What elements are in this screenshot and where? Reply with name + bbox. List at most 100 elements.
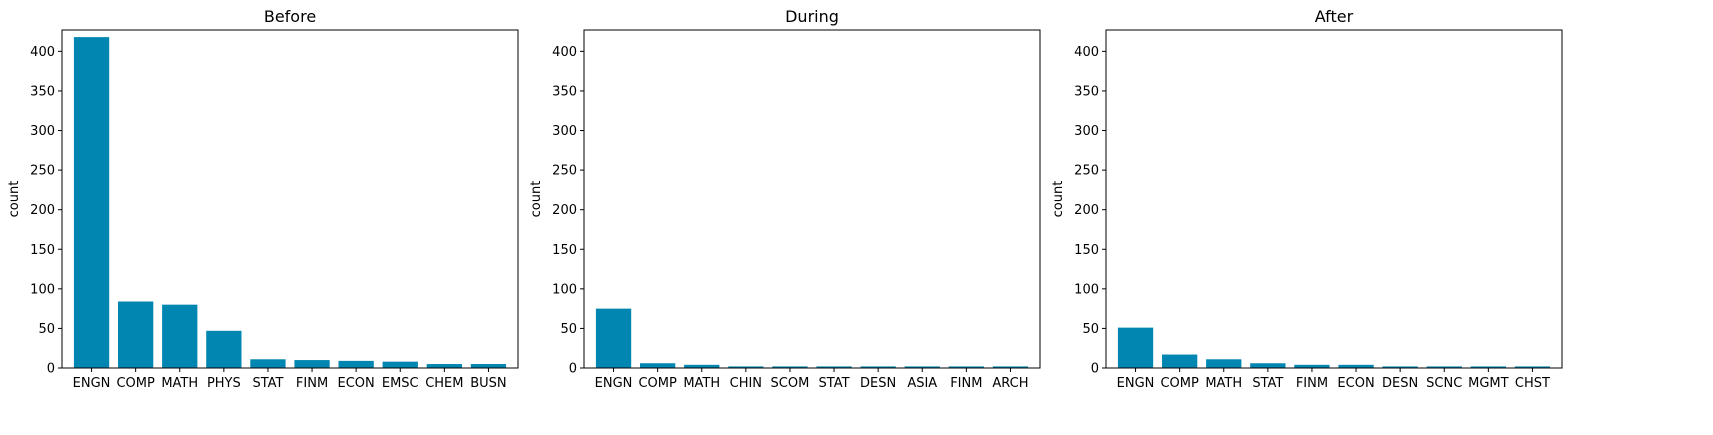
x-tick-label: STAT (252, 376, 283, 391)
bar-stat (250, 359, 286, 368)
y-tick-label: 350 (1074, 84, 1099, 99)
bar-chst (1514, 366, 1551, 368)
y-tick-label: 0 (1091, 362, 1099, 377)
bar-mgmt (1470, 366, 1506, 368)
bar-phys (206, 330, 242, 368)
x-tick-label: ENGN (73, 376, 111, 391)
bar-math (162, 304, 198, 368)
chart-panel-during: During count ENGN COMP MATH CHIN SCOM STAT DESN A… (529, 7, 1041, 391)
x-tick-label: MATH (1205, 376, 1242, 391)
y-tick-label: 50 (1082, 322, 1099, 337)
y-tick-label: 200 (552, 203, 577, 218)
plot-frame (1105, 29, 1563, 369)
x-tick-label: CHIN (730, 376, 762, 391)
chart-title: During (785, 7, 839, 26)
chart-title: Before (264, 7, 316, 26)
y-tick-label: 300 (1074, 124, 1099, 139)
y-tick-label: 350 (30, 84, 55, 99)
y-tick-label: 300 (552, 124, 577, 139)
bar-comp (118, 301, 154, 368)
y-tick-label: 250 (30, 164, 55, 179)
x-tick-label: CHEM (425, 376, 463, 391)
plot-frame (61, 29, 519, 369)
y-axis-label: count (1051, 181, 1066, 218)
bar-scom (772, 366, 808, 368)
x-tick-label: COMP (1160, 376, 1199, 391)
bar-chem (426, 364, 462, 368)
bar-finm (1294, 364, 1330, 368)
x-tick-label: MGMT (1468, 376, 1509, 391)
y-tick-label: 250 (1074, 164, 1099, 179)
y-tick-label: 300 (30, 124, 55, 139)
x-tick-label: ECON (1337, 376, 1374, 391)
y-tick-label: 350 (552, 84, 577, 99)
y-tick-label: 150 (30, 243, 55, 258)
bar-emsc (382, 361, 418, 368)
y-tick-label: 100 (30, 282, 55, 297)
x-tick-label: ENGN (595, 376, 633, 391)
bar-comp (1162, 354, 1198, 368)
y-tick-label: 200 (30, 203, 55, 218)
bar-engn (1117, 327, 1154, 368)
bar-econ (1338, 364, 1374, 368)
y-tick-label: 0 (47, 362, 55, 377)
y-tick-label: 150 (1074, 243, 1099, 258)
bar-finm (294, 360, 330, 368)
y-tick-label: 50 (560, 322, 577, 337)
x-tick-label: ARCH (992, 376, 1028, 391)
y-tick-label: 150 (552, 243, 577, 258)
x-tick-label: FINM (1296, 376, 1328, 391)
x-tick-label: ASIA (907, 376, 937, 391)
x-tick-label: STAT (819, 376, 850, 391)
x-tick-label: EMSC (382, 376, 419, 391)
bar-chin (728, 366, 764, 368)
bar-desn (860, 366, 896, 368)
y-axis-label: count (529, 181, 544, 218)
bar-asia (904, 366, 940, 368)
y-tick-label: 400 (552, 45, 577, 60)
x-tick-label: ECON (338, 376, 375, 391)
chart-panels: Before count ENGN COMP MATH PHYS STAT FINM ECON E… (7, 7, 1563, 391)
y-tick-label: 0 (569, 362, 577, 377)
x-tick-label: COMP (638, 376, 677, 391)
bar-stat (1250, 363, 1286, 368)
x-tick-label: STAT (1252, 376, 1283, 391)
y-tick-label: 400 (30, 45, 55, 60)
bar-comp (640, 363, 676, 368)
bar-desn (1382, 366, 1418, 368)
chart-panel-after: After count ENGN COMP MATH STAT FINM ECON DESN SC… (1051, 7, 1563, 391)
x-tick-label: ENGN (1117, 376, 1155, 391)
x-tick-label: COMP (116, 376, 155, 391)
y-tick-label: 250 (552, 164, 577, 179)
bar-math (1206, 359, 1242, 368)
x-tick-label: FINM (296, 376, 328, 391)
bar-econ (338, 360, 374, 368)
x-tick-label: DESN (1382, 376, 1418, 391)
bar-engn (595, 308, 632, 368)
y-tick-label: 400 (1074, 45, 1099, 60)
x-tick-label: CHST (1515, 376, 1550, 391)
y-tick-label: 100 (1074, 282, 1099, 297)
x-tick-label: MATH (683, 376, 720, 391)
chart-title: After (1315, 7, 1354, 26)
y-tick-label: 50 (38, 322, 55, 337)
y-tick-label: 100 (552, 282, 577, 297)
bar-stat (816, 366, 852, 368)
x-tick-label: PHYS (207, 376, 241, 391)
bar-finm (948, 366, 984, 368)
x-tick-label: DESN (860, 376, 896, 391)
y-axis-label: count (7, 181, 22, 218)
y-tick-label: 200 (1074, 203, 1099, 218)
bar-busn (470, 364, 507, 368)
bar-math (684, 364, 720, 368)
chart-panel-before: Before count ENGN COMP MATH PHYS STAT FINM ECON E… (7, 7, 519, 391)
x-tick-label: BUSN (470, 376, 506, 391)
plot-frame (583, 29, 1041, 369)
bar-arch (992, 366, 1029, 368)
x-tick-label: SCOM (771, 376, 810, 391)
x-tick-label: MATH (161, 376, 198, 391)
x-tick-label: SCNC (1426, 376, 1462, 391)
bar-scnc (1426, 366, 1462, 368)
x-tick-label: FINM (950, 376, 982, 391)
